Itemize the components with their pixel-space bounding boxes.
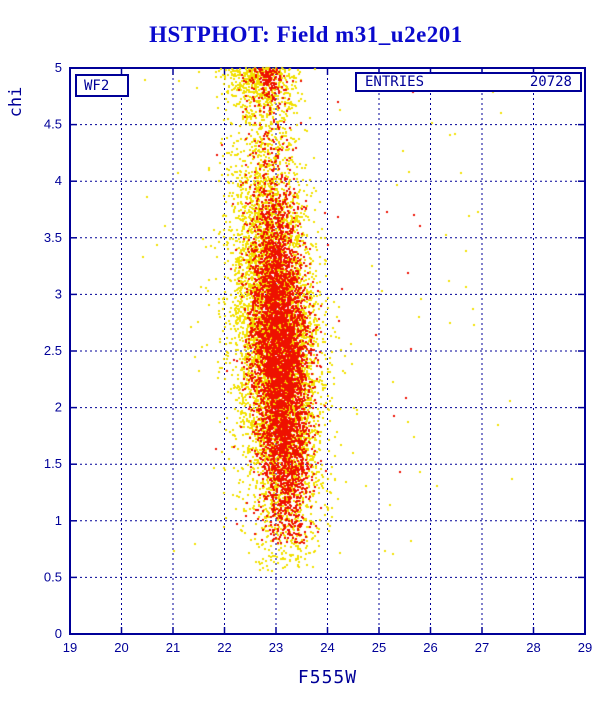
entries-label: ENTRIES <box>365 74 425 90</box>
entries-value: 20728 <box>529 74 572 90</box>
camera-label-box: WF2 <box>75 74 129 97</box>
y-axis-label: chi <box>6 86 26 118</box>
x-axis-label: F555W <box>297 667 358 688</box>
entries-box: ENTRIES 20728 <box>355 72 582 92</box>
camera-label: WF2 <box>84 77 110 94</box>
